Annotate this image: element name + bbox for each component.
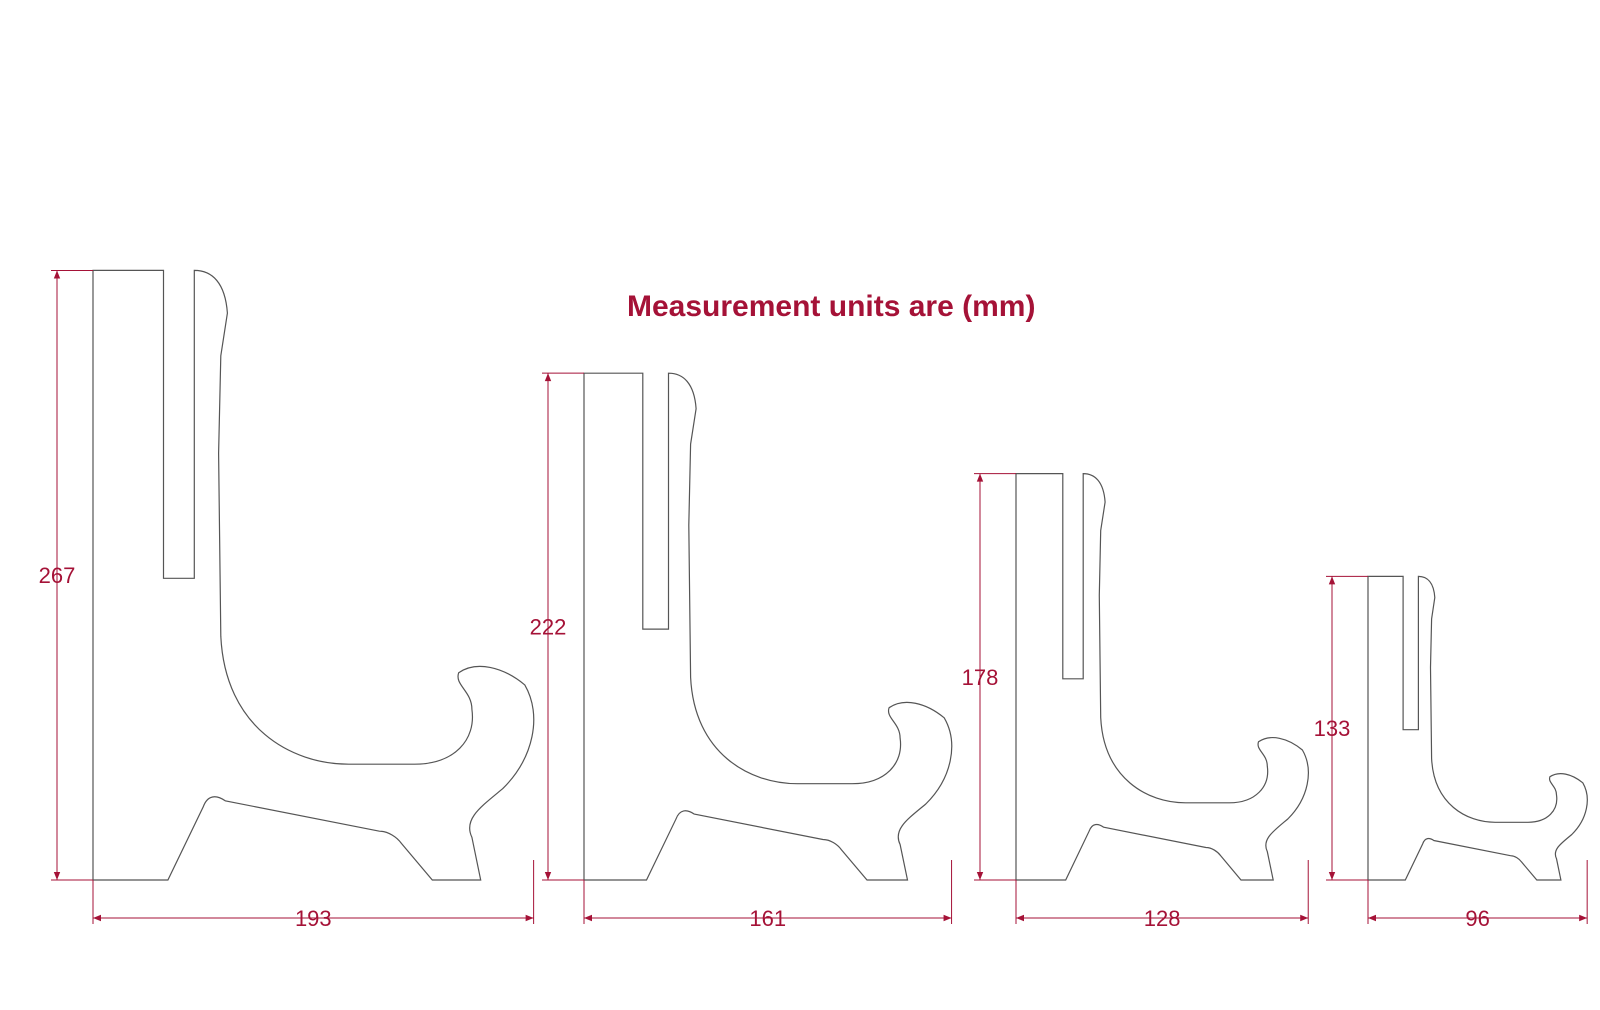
height-arrow-top bbox=[53, 270, 61, 279]
stand-2: 222 161 bbox=[530, 372, 953, 931]
width-arrow-right bbox=[943, 914, 952, 922]
height-label: 267 bbox=[39, 563, 76, 588]
width-label: 128 bbox=[1144, 906, 1181, 931]
height-arrow-top bbox=[1328, 576, 1336, 585]
width-arrow-left bbox=[93, 914, 101, 922]
stand-outline bbox=[583, 372, 953, 881]
width-arrow-right bbox=[1579, 914, 1588, 922]
height-arrow-top bbox=[544, 373, 552, 382]
stand-outline bbox=[1015, 472, 1309, 881]
width-arrow-left bbox=[1368, 914, 1376, 922]
height-arrow-bottom bbox=[976, 872, 984, 880]
width-label: 193 bbox=[295, 906, 332, 931]
diagram-title: Measurement units are (mm) bbox=[627, 290, 1035, 323]
height-arrow-bottom bbox=[544, 872, 552, 880]
stand-outline bbox=[1367, 575, 1588, 881]
height-arrow-bottom bbox=[53, 872, 61, 880]
width-arrow-left bbox=[584, 914, 592, 922]
stand-3: 178 128 bbox=[962, 472, 1309, 931]
height-arrow-bottom bbox=[1328, 872, 1336, 880]
width-label: 161 bbox=[749, 906, 786, 931]
stand-outline bbox=[92, 269, 535, 881]
width-arrow-right bbox=[525, 914, 534, 922]
stand-1: 267 193 bbox=[39, 269, 535, 931]
width-label: 96 bbox=[1465, 906, 1489, 931]
height-label: 133 bbox=[1314, 716, 1351, 741]
height-label: 178 bbox=[962, 665, 999, 690]
height-arrow-top bbox=[976, 473, 984, 482]
width-arrow-right bbox=[1300, 914, 1309, 922]
height-label: 222 bbox=[530, 615, 567, 640]
width-arrow-left bbox=[1016, 914, 1024, 922]
stand-4: 133 96 bbox=[1314, 575, 1588, 931]
stands-group: 267 193 222 161 178 128 133 96 bbox=[39, 269, 1588, 931]
